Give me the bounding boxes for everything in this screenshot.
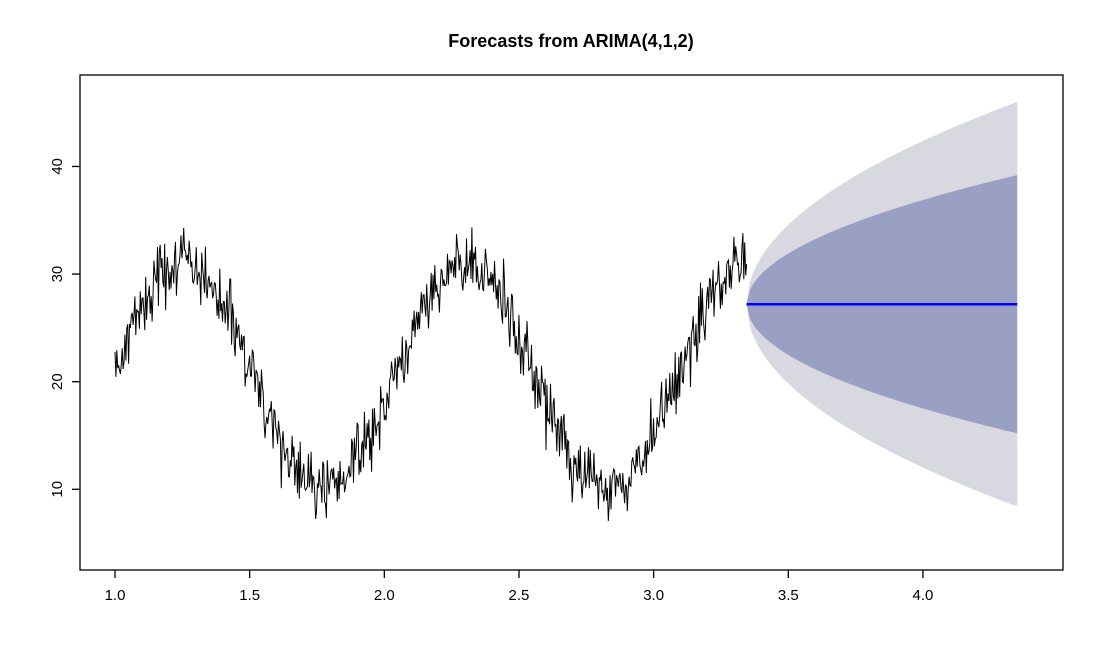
y-axis-tick-label: 40 <box>49 158 66 175</box>
y-axis-tick-label: 20 <box>49 373 66 390</box>
x-axis-tick-label: 2.0 <box>374 587 395 604</box>
x-axis-tick-label: 1.5 <box>239 587 260 604</box>
x-axis-tick-label: 3.0 <box>643 587 664 604</box>
observed-series-line <box>114 227 748 522</box>
plot-box <box>79 74 1064 571</box>
x-axis-tick-label: 4.0 <box>913 587 934 604</box>
y-axis-tick-label: 30 <box>49 266 66 283</box>
x-axis-tick-label: 1.0 <box>105 587 126 604</box>
x-axis-tick-label: 3.5 <box>778 587 799 604</box>
y-axis-tick-label: 10 <box>49 481 66 498</box>
x-axis-tick-label: 2.5 <box>509 587 530 604</box>
chart-title: Forecasts from ARIMA(4,1,2) <box>448 31 693 51</box>
